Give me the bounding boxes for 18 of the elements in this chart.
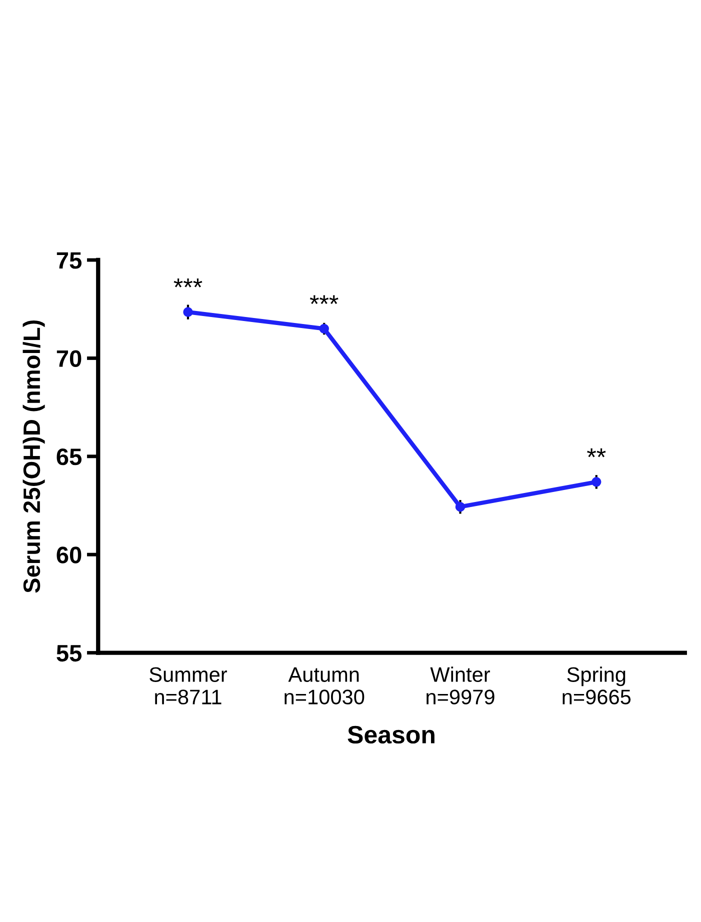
y-axis-title: Serum 25(OH)D (nmol/L) (22, 320, 45, 593)
x-tick-label: Winter n=9979 (426, 666, 494, 704)
annotation: *** (310, 295, 338, 304)
y-tick-label: 65 (56, 448, 82, 466)
y-tick-label: 70 (56, 350, 82, 367)
x-tick-label: Autumn n=10030 (284, 667, 364, 704)
point (183, 307, 193, 317)
y-tick-label: 60 (56, 546, 82, 564)
x-axis-title: Season (348, 726, 434, 744)
annotation: ** (587, 448, 606, 458)
x-tick-label: Spring n=9665 (562, 666, 631, 704)
annotation: *** (174, 278, 202, 288)
point (319, 324, 329, 334)
point (455, 502, 466, 512)
y-tick-label: 55 (56, 645, 82, 662)
x-tick-label: Summer n=8711 (150, 667, 227, 704)
y-tick-label: 75 (56, 252, 82, 269)
point (592, 477, 602, 487)
